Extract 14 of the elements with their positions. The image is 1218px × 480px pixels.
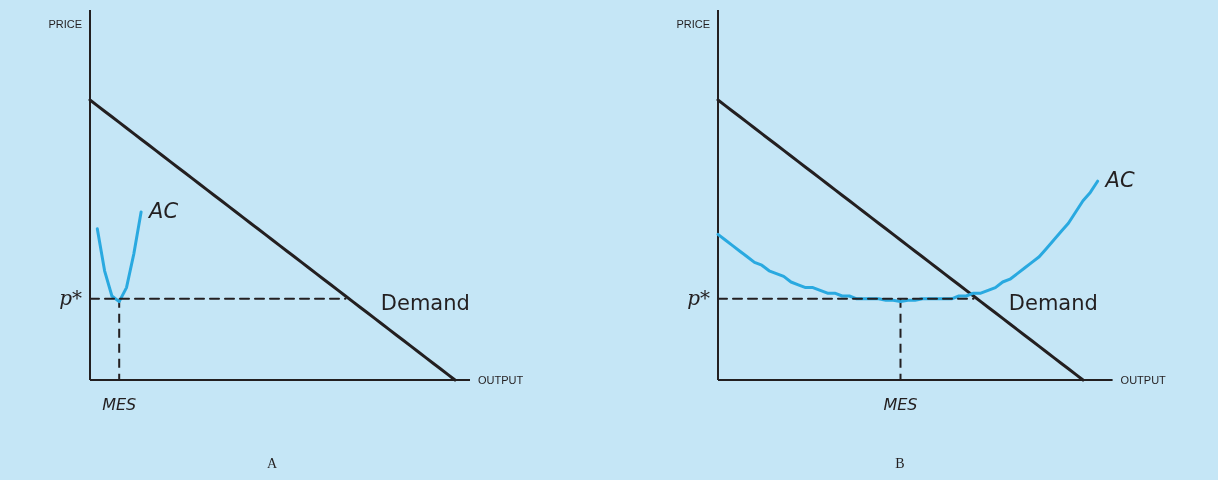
text: B (895, 456, 905, 471)
y-axis-title: PRICE (48, 18, 82, 30)
text: MES (102, 395, 137, 414)
series-label: AC (147, 199, 179, 223)
text: p* (687, 285, 710, 310)
text: A (266, 456, 278, 471)
y-axis-title: PRICE (676, 18, 710, 30)
text: p* (59, 285, 82, 310)
series-label: Demand (1008, 290, 1098, 315)
series-label: AC (1103, 168, 1135, 193)
x-axis-title: OUTPUT (478, 374, 524, 386)
x-axis-title: OUTPUT (1120, 374, 1167, 386)
text: MES (883, 395, 918, 414)
series-label: Demand (380, 290, 470, 315)
